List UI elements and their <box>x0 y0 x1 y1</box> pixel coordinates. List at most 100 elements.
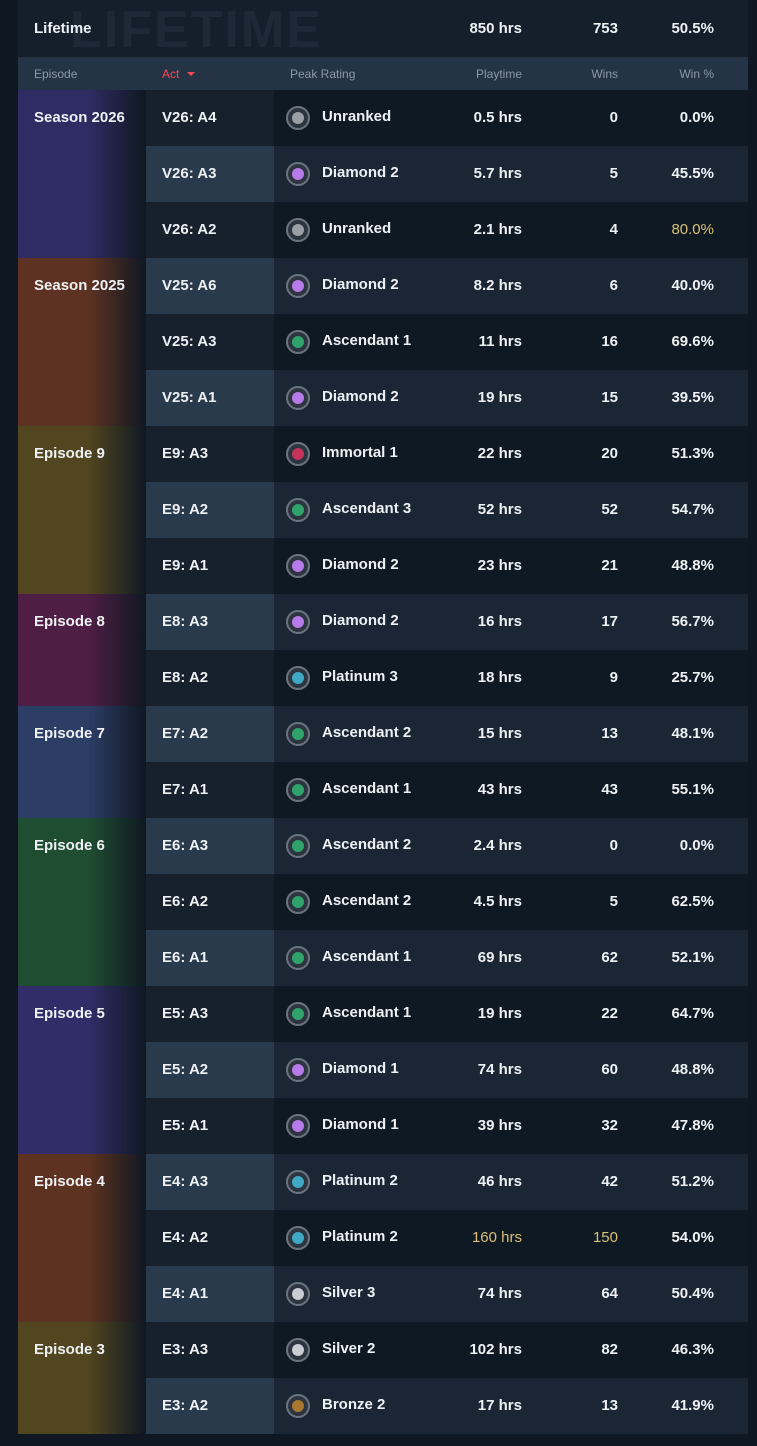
rank-icon-gem <box>292 1232 304 1244</box>
win-pct: 64.7% <box>671 1005 714 1022</box>
win-pct: 80.0% <box>671 221 714 238</box>
act-cell <box>146 538 274 594</box>
wins: 0 <box>609 109 618 126</box>
act-cell <box>146 1098 274 1154</box>
rank-icon-gem <box>292 392 304 404</box>
rank-icon <box>286 890 310 914</box>
column-header[interactable]: Wins <box>591 67 618 81</box>
win-pct: 55.1% <box>671 781 714 798</box>
rank-icon <box>286 778 310 802</box>
rank-icon-gem <box>292 1400 304 1412</box>
column-header[interactable]: Win % <box>679 67 714 81</box>
playtime: 16 hrs <box>477 613 522 630</box>
win-pct: 25.7% <box>671 669 714 686</box>
rank-name: Diamond 1 <box>322 1116 399 1133</box>
win-pct: 0.0% <box>679 837 714 854</box>
rank-icon <box>286 554 310 578</box>
wins: 17 <box>601 613 618 630</box>
column-header[interactable]: Act <box>162 67 180 81</box>
act-name: E5: A2 <box>162 1061 209 1078</box>
rank-icon-gem <box>292 1288 304 1300</box>
rank-name: Diamond 1 <box>322 1060 399 1077</box>
rank-icon <box>286 1114 310 1138</box>
rank-icon-gem <box>292 336 304 348</box>
act-name: E3: A2 <box>162 1397 209 1414</box>
rank-icon <box>286 1394 310 1418</box>
rank-name: Ascendant 1 <box>322 332 412 349</box>
playtime: 4.5 hrs <box>473 893 522 910</box>
win-pct: 41.9% <box>671 1397 714 1414</box>
rank-icon-gem <box>292 1176 304 1188</box>
playtime: 19 hrs <box>477 389 522 406</box>
playtime: 5.7 hrs <box>473 165 522 182</box>
rank-icon-gem <box>292 1064 304 1076</box>
wins: 0 <box>609 837 618 854</box>
rank-icon-gem <box>292 280 304 292</box>
rank-icon <box>286 834 310 858</box>
act-cell <box>146 1378 274 1434</box>
rank-icon <box>286 1002 310 1026</box>
episode-cell <box>18 258 146 426</box>
episode-name: Episode 7 <box>34 725 105 742</box>
episode-name: Episode 4 <box>34 1173 105 1190</box>
column-header[interactable]: Peak Rating <box>290 67 356 81</box>
win-pct: 51.2% <box>671 1173 714 1190</box>
rank-icon-gem <box>292 1344 304 1356</box>
rank-name: Unranked <box>322 220 392 237</box>
playtime: 0.5 hrs <box>473 109 522 126</box>
rank-name: Platinum 3 <box>322 668 398 685</box>
rank-icon <box>286 274 310 298</box>
act-cell <box>146 930 274 986</box>
win-pct: 46.3% <box>671 1341 714 1358</box>
act-name: E4: A3 <box>162 1173 209 1190</box>
rank-icon <box>286 106 310 130</box>
playtime: 74 hrs <box>477 1061 522 1078</box>
wins: 42 <box>601 1173 618 1190</box>
episode-cell <box>18 90 146 258</box>
rank-icon <box>286 610 310 634</box>
act-cell <box>146 986 274 1042</box>
episode-cell <box>18 426 146 594</box>
wins: 52 <box>601 501 618 518</box>
win-pct: 45.5% <box>671 165 714 182</box>
wins: 32 <box>601 1117 618 1134</box>
column-header[interactable]: Playtime <box>475 67 522 81</box>
rank-name: Unranked <box>322 108 392 125</box>
win-pct: 40.0% <box>671 277 714 294</box>
wins: 6 <box>609 277 618 294</box>
rank-name: Diamond 2 <box>322 164 399 181</box>
wins: 82 <box>601 1341 618 1358</box>
rank-icon-gem <box>292 1120 304 1132</box>
episode-name: Episode 3 <box>34 1341 105 1358</box>
rank-icon <box>286 386 310 410</box>
column-header[interactable]: Episode <box>34 67 78 81</box>
wins: 13 <box>601 725 618 742</box>
rank-name: Ascendant 1 <box>322 780 412 797</box>
act-name: E6: A3 <box>162 837 209 854</box>
act-name: E8: A3 <box>162 613 209 630</box>
playtime: 8.2 hrs <box>473 277 522 294</box>
wins: 21 <box>601 557 618 574</box>
rank-name: Ascendant 2 <box>322 836 412 853</box>
act-name: E7: A1 <box>162 781 209 798</box>
win-pct: 62.5% <box>671 893 714 910</box>
rank-name: Bronze 2 <box>322 1396 386 1413</box>
win-pct: 54.7% <box>671 501 714 518</box>
rank-icon-gem <box>292 728 304 740</box>
rank-name: Ascendant 2 <box>322 892 412 909</box>
rank-icon-gem <box>292 168 304 180</box>
wins: 150 <box>592 1229 618 1246</box>
lifetime-wins: 753 <box>592 20 618 37</box>
lifetime-win-pct: 50.5% <box>671 20 714 37</box>
playtime: 11 hrs <box>478 333 522 350</box>
act-name: E6: A1 <box>162 949 209 966</box>
rank-icon <box>286 1170 310 1194</box>
win-pct: 50.4% <box>671 1285 714 1302</box>
rank-name: Silver 3 <box>322 1284 376 1301</box>
act-name: V25: A6 <box>162 277 217 294</box>
act-name: E8: A2 <box>162 669 209 686</box>
wins: 43 <box>601 781 618 798</box>
wins: 64 <box>601 1285 618 1302</box>
lifetime-row <box>18 0 748 58</box>
playtime: 160 hrs <box>471 1229 522 1246</box>
